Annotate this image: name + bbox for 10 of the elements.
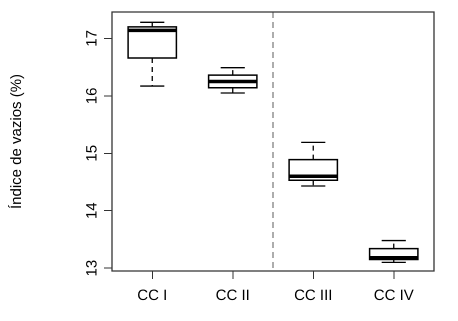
- y-tick-label: 13: [84, 260, 101, 276]
- y-tick-label: 16: [84, 88, 101, 104]
- x-tick-label: CC II: [216, 287, 250, 304]
- x-tick-label: CC III: [294, 287, 332, 304]
- x-tick-label: CC I: [137, 287, 168, 304]
- x-tick-label: CC IV: [374, 287, 414, 304]
- y-axis-title: Índice de vazios (%): [7, 74, 26, 210]
- y-tick-label: 15: [84, 144, 101, 162]
- y-tick-label: 17: [84, 30, 101, 47]
- y-tick-label: 14: [84, 202, 101, 220]
